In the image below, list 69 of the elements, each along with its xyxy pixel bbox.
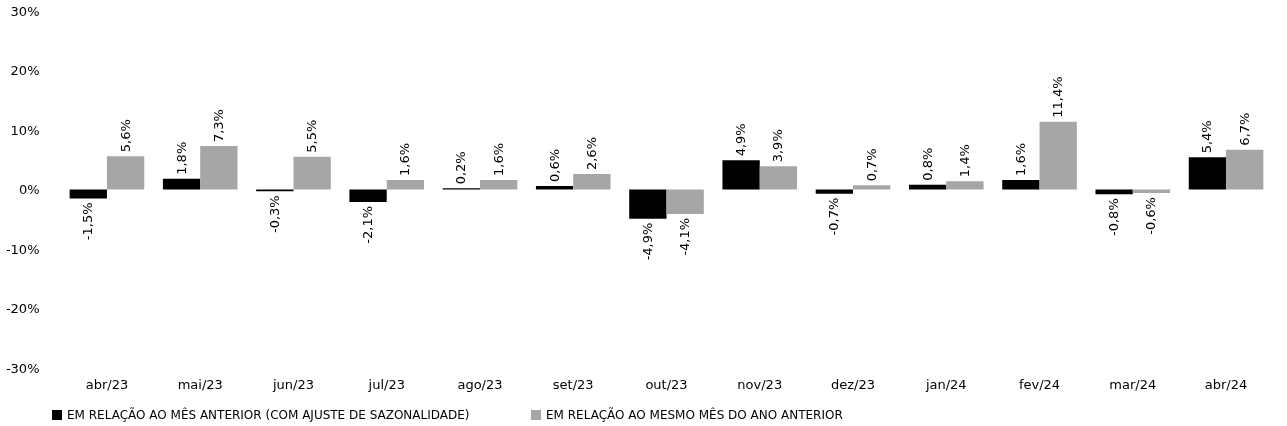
x-tick-label: abr/23: [85, 376, 129, 392]
x-tick-label: out/23: [645, 376, 688, 392]
data-label: 0,7%: [863, 148, 879, 182]
data-label: 0,8%: [919, 147, 935, 181]
y-tick-label: 10%: [10, 122, 40, 138]
y-tick-label: 20%: [10, 63, 40, 78]
x-tick-label: ago/23: [457, 376, 503, 392]
bar: [386, 179, 425, 190]
bar: [815, 189, 854, 194]
data-label: 5,6%: [117, 119, 133, 153]
bar: [200, 146, 238, 190]
data-label: 1,6%: [1012, 142, 1028, 176]
x-tick-label: fev/24: [1018, 376, 1061, 392]
bar: [349, 189, 387, 202]
bar: [853, 185, 891, 190]
bar: [629, 189, 667, 219]
data-label: 1,4%: [956, 144, 972, 178]
x-tick-label: abr/24: [1204, 376, 1248, 392]
bar: [106, 156, 145, 190]
legend-label: EM RELAÇÃO AO MÊS ANTERIOR (COM AJUSTE DE SAZONALIDADE): [67, 407, 470, 422]
y-tick-label: 30%: [10, 3, 40, 19]
bar: [759, 166, 798, 190]
bar: [162, 178, 201, 190]
data-label: 0,6%: [546, 148, 562, 182]
bar: [908, 184, 947, 190]
x-tick-label: nov/23: [737, 376, 783, 392]
x-tick-label: jul/23: [367, 376, 405, 392]
y-tick-label: -30%: [5, 360, 40, 376]
bar: [1002, 179, 1040, 190]
y-tick-label: -10%: [5, 241, 40, 257]
y-tick-label: -20%: [5, 301, 40, 316]
data-label: -4,1%: [677, 217, 693, 256]
data-label: -0,3%: [266, 195, 282, 233]
data-label: -0,6%: [1143, 197, 1159, 235]
data-label: 7,3%: [210, 109, 226, 143]
data-label: -0,8%: [1106, 198, 1122, 236]
bar: [1226, 149, 1264, 190]
x-tick-label: mai/23: [177, 376, 223, 392]
x-tick-label: jun/23: [271, 376, 314, 392]
bar: [722, 160, 760, 190]
data-label: -4,9%: [639, 222, 655, 261]
x-tick-label: jan/24: [924, 376, 967, 392]
data-label: 3,9%: [770, 129, 786, 163]
data-label: -0,7%: [826, 197, 842, 236]
data-label: -1,5%: [80, 202, 96, 241]
data-label: 11,4%: [1050, 76, 1066, 118]
data-label: -2,1%: [360, 205, 376, 244]
data-label: 0,2%: [453, 151, 469, 185]
data-label: 5,4%: [1199, 120, 1215, 154]
bar: [479, 179, 518, 190]
bar: [293, 156, 331, 190]
data-label: 1,6%: [490, 142, 506, 176]
data-label: 1,6%: [397, 142, 413, 176]
bar: [666, 189, 704, 214]
data-label: 6,7%: [1236, 112, 1252, 146]
data-label: 4,9%: [733, 123, 749, 157]
x-tick-label: mar/24: [1109, 376, 1157, 392]
bar: [573, 174, 611, 190]
y-tick-label: 0%: [18, 182, 40, 197]
x-tick-label: dez/23: [831, 376, 876, 392]
data-label: 1,8%: [173, 141, 189, 175]
bar: [535, 185, 574, 190]
bar: [946, 181, 984, 190]
x-tick-label: set/23: [552, 376, 594, 392]
bar: [1039, 121, 1077, 190]
legend-label: EM RELAÇÃO AO MESMO MÊS DO ANO ANTERIOR: [546, 407, 843, 422]
bar: [1188, 157, 1227, 190]
data-label: 2,6%: [583, 137, 599, 171]
data-label: 5,5%: [304, 119, 320, 153]
